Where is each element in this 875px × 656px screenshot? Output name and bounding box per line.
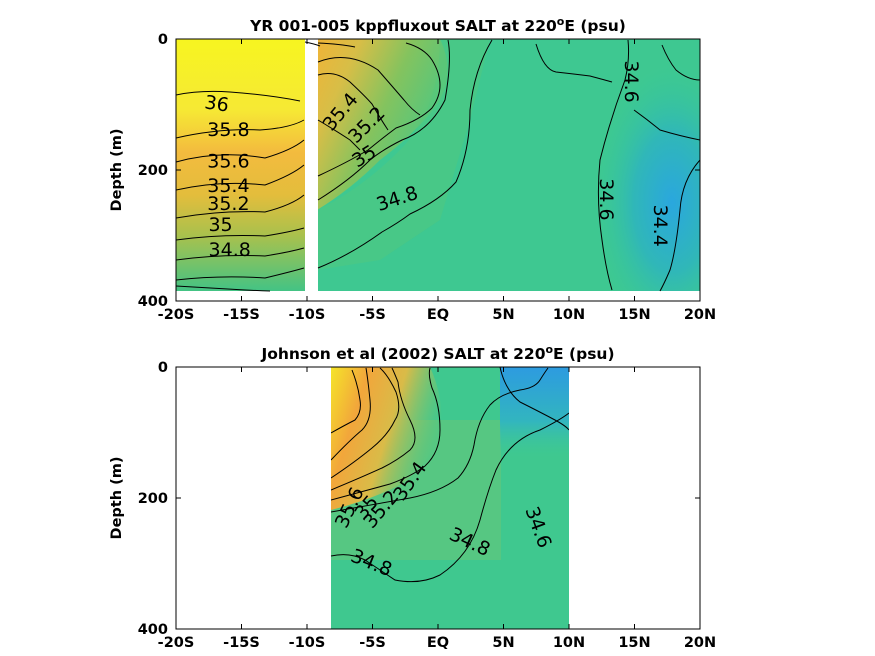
panel-1-contours [176,39,700,292]
x-tick-label: -10S [289,307,326,323]
x-tick-label: 15N [618,307,650,323]
panel-1-green-band [317,39,490,270]
x-tick-label: 10N [553,635,585,651]
x-tick-label: -20S [158,307,195,323]
y-tick-label: 200 [138,163,168,179]
panel-1-ylabel: Depth (m) [109,129,125,212]
contour-line [176,285,271,292]
y-tick-label: 0 [158,360,168,376]
contour-line [176,164,305,191]
contour-label: 34.6 [620,60,642,102]
x-tick-label: EQ [427,307,449,323]
contour-label: 35.8 [207,119,249,141]
panel-1-fresh-east [560,39,700,291]
panel-2-fresh-north [500,367,569,457]
contour-line [176,119,305,139]
panel-1-data-gap [305,39,318,301]
panel-2-ylabel: Depth (m) [109,457,125,540]
contour-line [331,367,371,461]
contour-line [317,42,441,177]
contour-label: 35 [208,214,232,236]
contour-label: 34.8 [209,239,251,261]
panel-2: Johnson et al (2002) SALT at 220oE (psu)… [109,343,716,651]
contour-line [331,367,441,501]
panel-2-contours [331,367,569,583]
panel-2-axes: -20S -15S -10S -5S EQ 5N 10N 15N 20N 0 200 400 Dept… [109,360,716,651]
panel-2-warm-core [331,367,442,510]
panel-1-axes: -20S -15S -10S -5S EQ 5N 10N 15N 20N 0 200 400 Dept… [109,32,716,323]
contour-label: 36 [203,91,230,116]
contour-line [597,39,630,291]
contour-label: 34.6 [595,178,617,220]
x-tick-label: 10N [553,307,585,323]
panel-2-title: Johnson et al (2002) SALT at 220oE (psu) [260,343,614,363]
contour-line [317,42,356,48]
contour-line [317,73,389,131]
contour-line [499,367,569,431]
contour-label: 35.6 [207,151,249,173]
contour-line [176,227,305,241]
contour-line [176,194,305,219]
x-tick-label: 20N [684,307,716,323]
x-tick-label: -20S [158,635,195,651]
contour-line [176,139,305,163]
contour-line [331,369,361,434]
y-tick-label: 0 [158,32,168,48]
panel-1-ticks: -20S -15S -10S -5S EQ 5N 10N 15N 20N 0 200 400 [138,32,716,323]
contour-line [317,39,450,201]
contour-line [535,43,613,83]
x-tick-label: -10S [289,635,326,651]
contour-line [331,367,549,513]
contour-line [633,109,700,141]
x-tick-label: -15S [223,307,260,323]
contour-line [317,57,421,116]
x-tick-label: 15N [618,635,650,651]
contour-line [176,267,305,281]
y-tick-label: 200 [138,491,168,507]
panel-1-field: 3635.835.635.435.23534.835.435.23534.834… [176,39,700,301]
panel-1: YR 001-005 kppfluxout SALT at 220oE (psu… [109,15,716,323]
contour-label: 35.2 [207,193,249,215]
panel-1-warm-left [176,39,305,291]
x-tick-label: -5S [359,307,386,323]
contour-line [317,39,493,269]
x-tick-label: 5N [492,307,514,323]
contour-line [331,412,569,583]
contour-line [331,367,416,491]
contour-line [331,367,400,479]
x-tick-label: -15S [223,635,260,651]
y-tick-label: 400 [138,294,168,310]
x-tick-label: 5N [492,635,514,651]
contour-line [317,119,361,151]
contour-label: 34.4 [649,205,671,247]
panel-1-title: YR 001-005 kppfluxout SALT at 220oE (psu… [249,15,626,35]
y-tick-label: 400 [138,622,168,638]
x-tick-label: EQ [427,635,449,651]
contour-line [176,90,301,102]
panel-2-ticks: -20S -15S -10S -5S EQ 5N 10N 15N 20N 0 200 400 [138,360,716,651]
x-tick-label: -5S [359,635,386,651]
contour-line [659,159,700,292]
x-tick-label: 20N [684,635,716,651]
contour-label: 35.4 [207,175,249,197]
contour-line [176,247,305,261]
contour-line [661,44,700,81]
